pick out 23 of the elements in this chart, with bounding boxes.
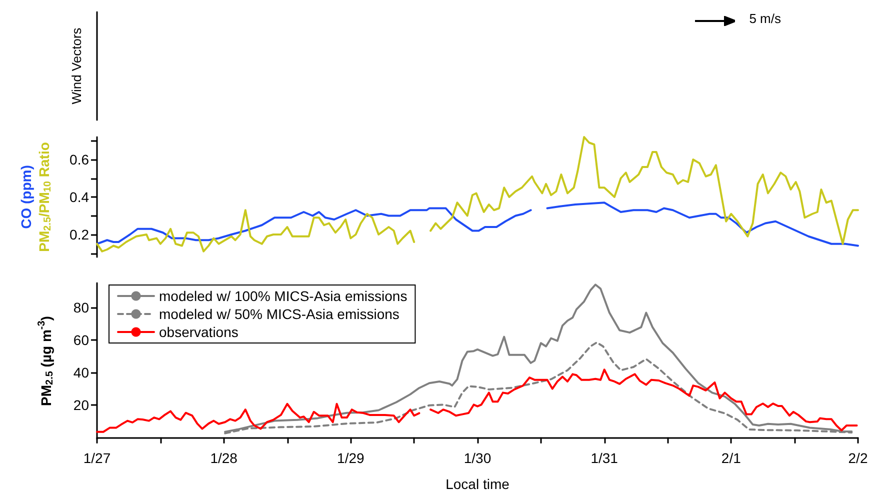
y-tick-label: 0.2 bbox=[70, 226, 90, 242]
x-tick-label: 1/30 bbox=[464, 450, 492, 466]
y-tick-label: 20 bbox=[73, 396, 90, 413]
legend-label: modeled w/ 100% MICS-Asia emissions bbox=[159, 288, 408, 304]
x-axis-title: Local time bbox=[446, 476, 510, 492]
x-tick-label: 1/28 bbox=[210, 450, 238, 466]
y-axis-title: PM2.5 (µg m-3) bbox=[36, 316, 56, 406]
x-tick-label: 2/2 bbox=[848, 450, 868, 466]
x-tick-label: 1/27 bbox=[83, 450, 111, 466]
text: Wind Vectors bbox=[69, 27, 84, 104]
x-tick-label: 1/31 bbox=[590, 450, 618, 466]
legend-label: observations bbox=[159, 324, 238, 340]
y-tick-label: 0.6 bbox=[70, 152, 90, 168]
x-tick-label: 1/29 bbox=[337, 450, 365, 466]
x-tick-label: 2/1 bbox=[721, 450, 742, 466]
y-tick-label: 40 bbox=[73, 364, 90, 380]
text: PM2.5/PM10 Ratio bbox=[36, 142, 54, 252]
text: 5 m/s bbox=[749, 11, 782, 26]
legend-label: modeled w/ 50% MICS-Asia emissions bbox=[159, 306, 400, 322]
y-tick-label: 60 bbox=[73, 332, 90, 348]
text: CO (ppm) bbox=[18, 165, 34, 229]
y-tick-label: 0.4 bbox=[70, 189, 90, 205]
y-tick-label: 80 bbox=[73, 299, 90, 316]
